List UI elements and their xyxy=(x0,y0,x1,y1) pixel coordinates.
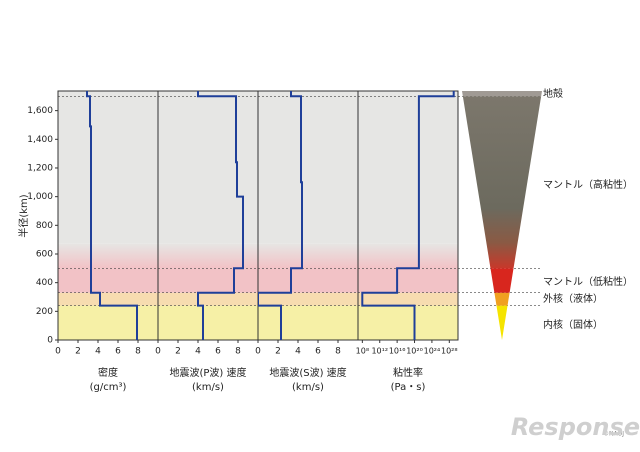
layer-label: 内核（固体） xyxy=(543,318,603,331)
x-tick-label: 8 xyxy=(335,347,341,357)
y-tick-label: 1,600 xyxy=(27,106,53,116)
cone-layer xyxy=(494,292,510,306)
x-tick-label: 6 xyxy=(215,347,221,357)
x-tick-label: 8 xyxy=(235,347,241,357)
y-tick-label: 400 xyxy=(36,278,53,288)
x-axis-label: (Pa・s) xyxy=(391,382,426,393)
x-tick-label: 10¹² xyxy=(371,347,388,356)
x-axis-label: (km/s) xyxy=(292,382,324,393)
x-tick-label: 8 xyxy=(135,347,141,357)
x-tick-label: 4 xyxy=(295,347,301,357)
y-tick-label: 1,200 xyxy=(27,163,53,173)
x-tick-label: 2 xyxy=(75,347,81,357)
layer-label: 外核（液体） xyxy=(543,292,603,305)
x-tick-label: 6 xyxy=(315,347,321,357)
layer-label: 地殻 xyxy=(543,87,563,100)
x-tick-label: 10²⁸ xyxy=(441,347,458,356)
panel-frame xyxy=(357,90,459,341)
y-tick-label: 0 xyxy=(47,336,53,346)
x-axis-label: 粘性率 xyxy=(393,366,423,379)
x-tick-label: 0 xyxy=(55,347,61,357)
cone-layer xyxy=(490,268,514,293)
x-tick-label: 6 xyxy=(115,347,121,357)
x-tick-label: 0 xyxy=(155,347,161,357)
y-axis-label: 半径(km) xyxy=(17,194,30,237)
x-axis-label: 地震波(P波) 速度 xyxy=(169,366,246,379)
y-tick-label: 200 xyxy=(36,307,53,317)
x-tick-label: 0 xyxy=(255,347,261,357)
y-tick-label: 1,000 xyxy=(27,192,53,202)
layer-label: マントル（低粘性） xyxy=(543,275,633,288)
x-tick-label: 10²⁴ xyxy=(424,347,441,356)
profile-line xyxy=(86,91,138,340)
x-tick-label: 4 xyxy=(95,347,101,357)
y-tick-label: 1,400 xyxy=(27,135,53,145)
x-tick-label: 2 xyxy=(275,347,281,357)
cone-layer xyxy=(462,96,542,269)
watermark: Response. xyxy=(511,413,640,441)
x-axis-label: (km/s) xyxy=(192,382,224,393)
x-tick-label: 4 xyxy=(195,347,201,357)
x-axis-label: 地震波(S波) 速度 xyxy=(269,366,346,379)
y-tick-label: 600 xyxy=(36,249,53,259)
x-tick-label: 10¹⁶ xyxy=(389,347,406,356)
profile-line xyxy=(197,91,244,340)
x-tick-label: 10²⁰ xyxy=(406,347,423,356)
layer-label: マントル（高粘性） xyxy=(543,178,633,191)
profile-line xyxy=(361,91,455,340)
x-tick-label: 10⁸ xyxy=(356,347,369,356)
x-axis-label: (g/cm³) xyxy=(90,382,127,393)
x-tick-label: 2 xyxy=(175,347,181,357)
x-axis-label: 密度 xyxy=(98,366,118,379)
cone-layer xyxy=(496,305,508,340)
cone-layer xyxy=(462,91,542,97)
y-tick-label: 800 xyxy=(36,221,53,231)
credit: ©NAOJ xyxy=(603,431,624,438)
profile-line xyxy=(258,91,303,340)
